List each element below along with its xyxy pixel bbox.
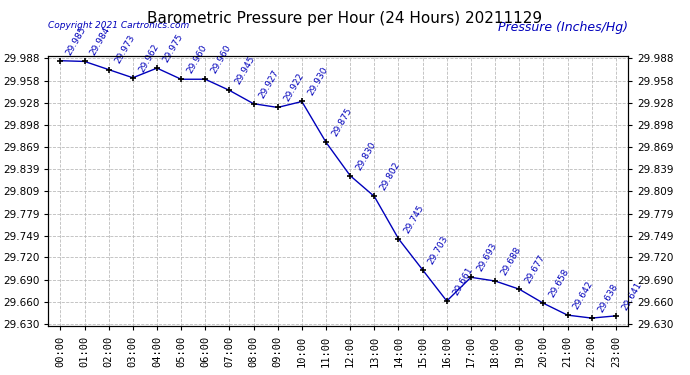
Text: Barometric Pressure per Hour (24 Hours) 20211129: Barometric Pressure per Hour (24 Hours) … bbox=[148, 11, 542, 26]
Text: 29.745: 29.745 bbox=[403, 203, 426, 234]
Text: 29.962: 29.962 bbox=[137, 42, 161, 74]
Text: Pressure (Inches/Hg): Pressure (Inches/Hg) bbox=[498, 21, 628, 34]
Text: 29.677: 29.677 bbox=[524, 253, 547, 285]
Text: 29.930: 29.930 bbox=[306, 66, 330, 98]
Text: 29.802: 29.802 bbox=[379, 160, 402, 192]
Text: 29.875: 29.875 bbox=[331, 106, 354, 138]
Text: 29.658: 29.658 bbox=[548, 267, 571, 299]
Text: 29.985: 29.985 bbox=[65, 25, 88, 57]
Text: 29.638: 29.638 bbox=[596, 282, 620, 314]
Text: 29.830: 29.830 bbox=[355, 140, 378, 171]
Text: 29.688: 29.688 bbox=[500, 245, 523, 277]
Text: 29.984: 29.984 bbox=[89, 26, 112, 57]
Text: Copyright 2021 Cartronics.com: Copyright 2021 Cartronics.com bbox=[48, 21, 190, 30]
Text: 29.960: 29.960 bbox=[210, 43, 233, 75]
Text: 29.922: 29.922 bbox=[282, 72, 305, 103]
Text: 29.960: 29.960 bbox=[186, 43, 209, 75]
Text: 29.661: 29.661 bbox=[451, 265, 475, 297]
Text: 29.642: 29.642 bbox=[572, 279, 595, 311]
Text: 29.703: 29.703 bbox=[427, 234, 451, 266]
Text: 29.927: 29.927 bbox=[258, 68, 282, 99]
Text: 29.945: 29.945 bbox=[234, 54, 257, 86]
Text: 29.975: 29.975 bbox=[161, 32, 185, 64]
Text: 29.693: 29.693 bbox=[475, 242, 499, 273]
Text: 29.973: 29.973 bbox=[113, 34, 137, 65]
Text: 29.641: 29.641 bbox=[620, 280, 644, 312]
